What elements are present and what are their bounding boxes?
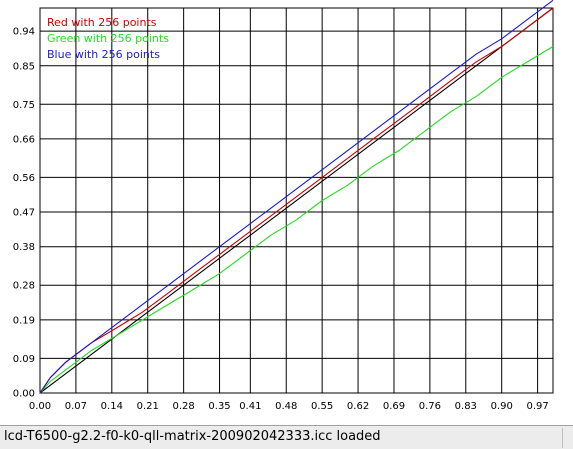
- x-tick-label: 0.97: [526, 401, 548, 412]
- y-tick-label: 0.75: [13, 100, 35, 111]
- x-tick-label: 0.48: [275, 401, 297, 412]
- legend-entry-green: Green with 256 points: [47, 32, 169, 45]
- y-tick-label: 0.85: [13, 61, 35, 72]
- y-tick-label: 0.19: [13, 315, 35, 326]
- x-tick-label: 0.00: [29, 401, 51, 412]
- x-tick-label: 0.14: [101, 401, 123, 412]
- x-tick-label: 0.41: [239, 401, 261, 412]
- y-tick-label: 0.56: [13, 173, 35, 184]
- x-tick-label: 0.69: [383, 401, 405, 412]
- x-tick-label: 0.35: [208, 401, 230, 412]
- reference-line: [39, 7, 554, 394]
- status-bar: lcd-T6500-g2.2-f0-k0-qll-matrix-20090204…: [0, 425, 573, 449]
- x-tick-label: 0.21: [137, 401, 159, 412]
- y-tick-label: 0.47: [13, 208, 35, 219]
- y-tick-label: 0.00: [13, 389, 35, 400]
- x-tick-label: 0.28: [173, 401, 195, 412]
- y-tick-label: 0.94: [13, 27, 35, 38]
- y-tick-label: 0.09: [13, 354, 35, 365]
- series-line-red: [39, 7, 554, 394]
- x-tick-label: 0.76: [419, 401, 441, 412]
- series-line-green: [39, 46, 554, 394]
- legend-entry-blue: Blue with 256 points: [47, 48, 160, 61]
- series-line-blue: [39, 0, 554, 394]
- y-tick-label: 0.38: [13, 242, 35, 253]
- y-tick-label: 0.66: [13, 134, 35, 145]
- chart-svg: 0.00 0.07 0.14 0.21 0.28 0.35 0.41 0.48 0.55 0.62…: [13, 0, 554, 412]
- status-text: lcd-T6500-g2.2-f0-k0-qll-matrix-20090204…: [4, 429, 381, 444]
- x-tick-label: 0.07: [65, 401, 87, 412]
- x-tick-label: 0.83: [455, 401, 477, 412]
- x-tick-label: 0.90: [491, 401, 513, 412]
- legend-entry-red: Red with 256 points: [47, 16, 157, 29]
- x-tick-label: 0.55: [311, 401, 333, 412]
- y-tick-label: 0.28: [13, 281, 35, 292]
- plot-panel: 0.00 0.07 0.14 0.21 0.28 0.35 0.41 0.48 0.55 0.62…: [0, 0, 573, 425]
- x-tick-label: 0.62: [347, 401, 369, 412]
- status-bar-grip: [562, 428, 573, 448]
